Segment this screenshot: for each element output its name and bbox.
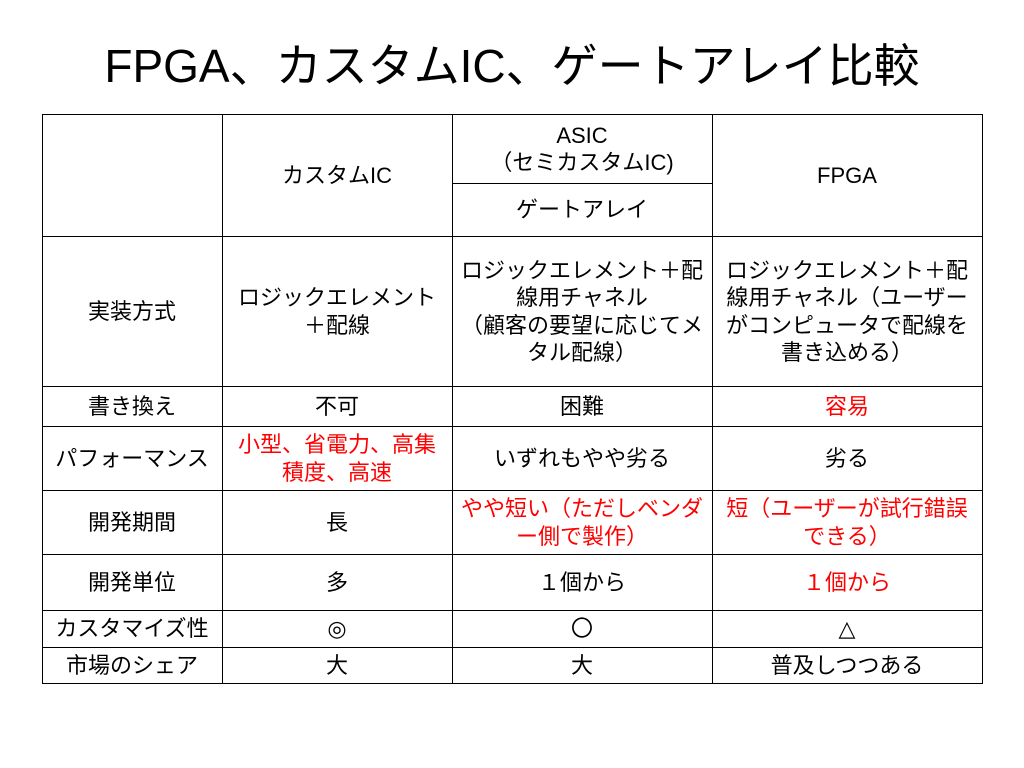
- row-label: パフォーマンス: [42, 427, 222, 491]
- cell: 小型、省電力、高集積度、高速: [222, 427, 452, 491]
- cell: 困難: [452, 387, 712, 427]
- row-label: 実装方式: [42, 237, 222, 387]
- row-label: 開発単位: [42, 555, 222, 611]
- cell: いずれもやや劣る: [452, 427, 712, 491]
- cell: １個から: [452, 555, 712, 611]
- row-label: 開発期間: [42, 491, 222, 555]
- cell: やや短い（ただしベンダー側で製作）: [452, 491, 712, 555]
- header-col1: カスタムIC: [222, 115, 452, 237]
- cell: ◎: [222, 611, 452, 648]
- cell: 短（ユーザーが試行錯誤できる）: [712, 491, 982, 555]
- comparison-table: カスタムIC ASIC （セミカスタムIC) FPGA ゲートアレイ 実装方式 …: [42, 114, 983, 684]
- slide-title: FPGA、カスタムIC、ゲートアレイ比較: [30, 30, 994, 96]
- cell: １個から: [712, 555, 982, 611]
- header-col3: FPGA: [712, 115, 982, 237]
- cell: 大: [222, 647, 452, 684]
- row-label: カスタマイズ性: [42, 611, 222, 648]
- row-label: 書き換え: [42, 387, 222, 427]
- cell: 〇: [452, 611, 712, 648]
- cell: ロジックエレメント＋配線用チャネル （顧客の要望に応じてメタル配線）: [452, 237, 712, 387]
- cell: △: [712, 611, 982, 648]
- header-col2-top: ASIC （セミカスタムIC): [452, 115, 712, 184]
- cell: 長: [222, 491, 452, 555]
- cell: 普及しつつある: [712, 647, 982, 684]
- cell: ロジックエレメント＋配線用チャネル（ユーザーがコンピュータで配線を書き込める）: [712, 237, 982, 387]
- row-label: 市場のシェア: [42, 647, 222, 684]
- cell: 不可: [222, 387, 452, 427]
- cell: ロジックエレメント＋配線: [222, 237, 452, 387]
- cell: 大: [452, 647, 712, 684]
- cell: 容易: [712, 387, 982, 427]
- cell: 劣る: [712, 427, 982, 491]
- header-col2-bottom: ゲートアレイ: [452, 184, 712, 237]
- header-blank: [42, 115, 222, 237]
- cell: 多: [222, 555, 452, 611]
